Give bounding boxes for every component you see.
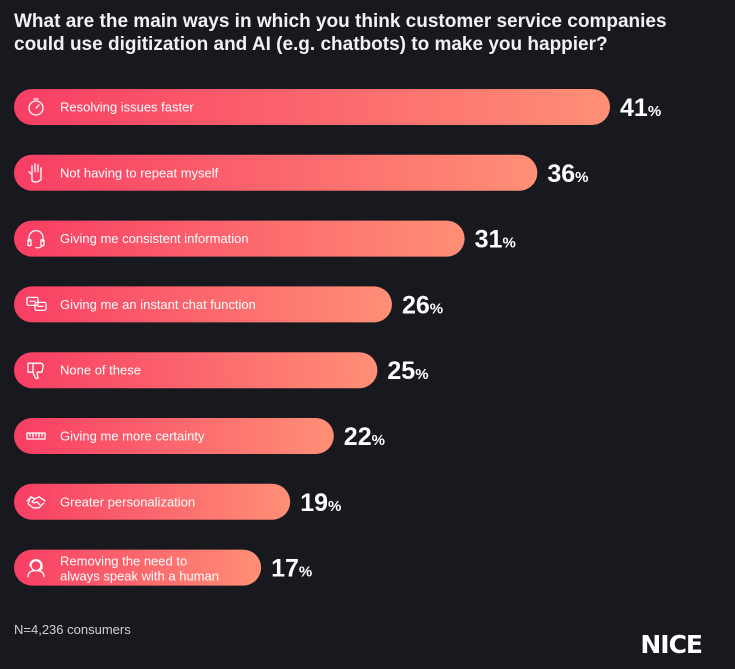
value-label: 31% <box>475 226 516 254</box>
value-label: 36% <box>547 160 588 188</box>
bar-label: Greater personalization <box>60 494 195 509</box>
bar <box>14 549 262 586</box>
handshake-icon <box>26 496 46 509</box>
ruler-icon <box>26 432 46 440</box>
bar <box>14 154 538 191</box>
value-label: 19% <box>300 489 341 517</box>
hand-icon <box>28 163 42 183</box>
sample-size-note: N=4,236 consumers <box>14 622 131 637</box>
agent-icon <box>27 558 45 578</box>
bar <box>14 483 291 520</box>
value-label: 41% <box>620 94 661 122</box>
thumbs-down-icon <box>27 362 44 380</box>
value-label: 17% <box>271 555 312 583</box>
value-label: 22% <box>344 423 385 451</box>
bar-label: Giving me more certainty <box>60 429 205 444</box>
bar-label: Resolving issues faster <box>60 100 194 115</box>
bar <box>14 418 334 454</box>
bar <box>14 352 378 389</box>
chat-bubbles-icon <box>26 296 47 312</box>
bar-label: Removing the need to always speak with a … <box>60 554 219 584</box>
bar-label: None of these <box>60 363 141 378</box>
value-label: 25% <box>387 357 428 385</box>
chart-title: What are the main ways in which you thin… <box>14 11 667 55</box>
stopwatch-icon <box>28 98 44 116</box>
headset-icon <box>27 229 45 249</box>
bar <box>14 220 465 257</box>
nice-logo: NICE <box>640 630 703 659</box>
bar-label: Not having to repeat myself <box>60 165 219 180</box>
value-label: 26% <box>402 291 443 319</box>
bar <box>14 89 610 125</box>
bar-label: Giving me consistent information <box>60 231 249 246</box>
bar-label: Giving me an instant chat function <box>60 297 256 312</box>
bar <box>14 286 392 323</box>
